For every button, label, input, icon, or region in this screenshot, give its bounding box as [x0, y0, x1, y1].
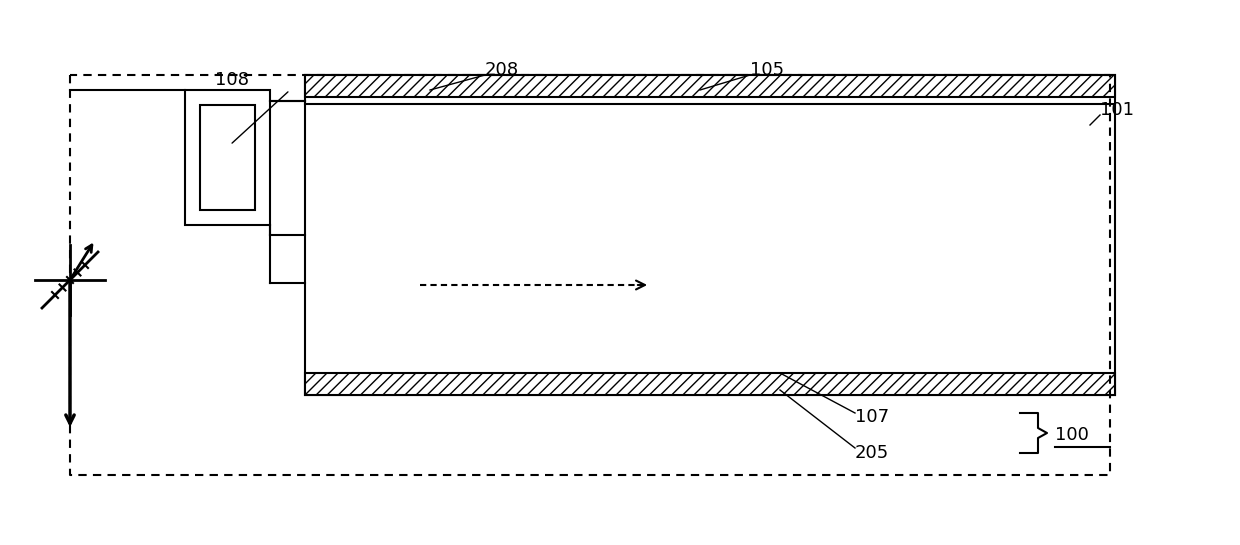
Bar: [305, 75, 1115, 395]
Text: 107: 107: [856, 408, 889, 426]
Text: 105: 105: [750, 61, 784, 79]
Bar: [305, 373, 1115, 395]
Text: 100: 100: [1055, 426, 1089, 444]
Text: 101: 101: [1100, 101, 1135, 119]
Bar: [305, 373, 1115, 395]
Text: 108: 108: [215, 71, 249, 89]
Bar: [200, 105, 255, 210]
Bar: [305, 75, 1115, 97]
Bar: [185, 90, 270, 225]
Text: 208: 208: [485, 61, 520, 79]
Text: 205: 205: [856, 444, 889, 462]
Bar: [305, 75, 1115, 97]
